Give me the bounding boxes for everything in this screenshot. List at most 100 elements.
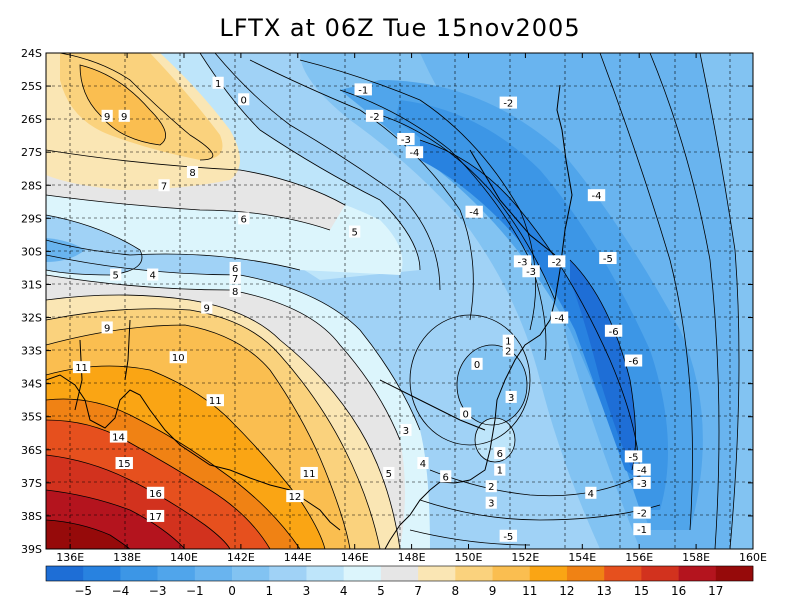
contour-label-bg — [499, 96, 518, 109]
contour-label-bg — [633, 523, 651, 536]
contour-label: -4 — [592, 191, 602, 202]
x-tick-label: 152E — [511, 551, 539, 564]
contour-label-bg — [502, 344, 514, 357]
colorbar-swatch — [418, 566, 456, 581]
colorbar-swatch — [566, 566, 605, 581]
x-tick-label: 158E — [682, 551, 710, 564]
y-tick-label: 39S — [21, 543, 42, 556]
y-tick-label: 25S — [21, 80, 42, 93]
colorbar-label: 13 — [597, 584, 612, 598]
colorbar-label: −5 — [74, 584, 92, 598]
contour-label-bg — [201, 301, 213, 314]
contour-label-bg — [238, 93, 250, 106]
y-tick-label: 28S — [21, 179, 42, 192]
contour-label: -3 — [637, 479, 647, 490]
contour-label-bg — [115, 457, 133, 470]
contour-label-bg — [72, 361, 91, 374]
contour-label: 10 — [172, 353, 185, 364]
colorbar-swatch — [492, 566, 531, 581]
contour-lines — [46, 53, 740, 549]
contour-label-bg — [485, 480, 497, 493]
colorbar-label: 3 — [303, 584, 311, 598]
contour-label: -1 — [637, 525, 647, 536]
colorbar-label: 4 — [340, 584, 348, 598]
contour-label-bg — [101, 109, 113, 122]
colorbar-label: 0 — [228, 584, 236, 598]
contour-label-bg — [186, 166, 199, 179]
contour-label-bg — [146, 486, 165, 499]
y-tick-label: 29S — [21, 212, 42, 225]
contour-label: -6 — [609, 327, 619, 338]
contour-label-bg — [212, 76, 224, 89]
contour-label: 6 — [497, 449, 503, 460]
contour-label-bg — [587, 189, 606, 202]
contour-label: -5 — [603, 254, 613, 265]
contour-label-bg — [110, 268, 122, 281]
contour-label-bg — [400, 423, 412, 436]
colorbar-swatch — [232, 566, 270, 581]
contour-label-bg — [604, 324, 623, 337]
contour-label-bg — [465, 205, 483, 218]
contour-label-bg — [633, 476, 651, 489]
contour-label-bg — [522, 265, 540, 278]
contour-label: -2 — [370, 112, 380, 123]
colorbar-label: 15 — [634, 584, 649, 598]
contour-label-bg — [550, 311, 569, 324]
plot-frame — [45, 52, 754, 550]
y-tick-label: 33S — [21, 345, 42, 358]
contour-label-bg — [513, 255, 532, 268]
contour-label: 4 — [420, 459, 426, 470]
contour-label-bg — [169, 351, 187, 364]
contour-label: -2 — [503, 99, 513, 110]
contour-label-bg — [118, 109, 130, 122]
contour-label: -4 — [555, 314, 565, 325]
contour-label-bg — [300, 466, 318, 479]
colorbar-label: 12 — [559, 584, 574, 598]
contour-label: -2 — [637, 509, 647, 520]
colorbar-label: 7 — [414, 584, 422, 598]
contour-label: -4 — [469, 208, 479, 219]
colorbar-label: 16 — [671, 584, 686, 598]
contour-label: 2 — [488, 482, 494, 493]
contour-label-bg — [624, 450, 643, 463]
contour-label: -4 — [409, 148, 419, 159]
contour-label: 15 — [118, 459, 131, 470]
x-tick-label: 136E — [56, 551, 84, 564]
contour-label: 2 — [505, 347, 511, 358]
colorbar-swatch — [678, 566, 717, 581]
y-tick-label: 34S — [21, 378, 42, 391]
colorbar-label: 1 — [265, 584, 273, 598]
contour-label-bg — [633, 506, 651, 519]
contour-label-bg — [238, 212, 250, 225]
contour-label-bg — [206, 394, 224, 407]
axes: 136E 138E 140E 142E 144E 146E 148E 150E 152E 154E… — [21, 47, 767, 564]
contour-label-bg — [397, 132, 415, 145]
colorbar-label: 8 — [451, 584, 459, 598]
contour-label: 8 — [232, 287, 238, 298]
contour-label: -4 — [637, 466, 647, 477]
colorbar: −5 −4 −3 −1 0 1 3 4 5 7 8 9 11 12 13 15 16 17 — [45, 565, 754, 598]
colorbar-swatch — [604, 566, 642, 581]
contour-label: -3 — [401, 135, 411, 146]
contour-label: 3 — [508, 393, 514, 404]
contour-label-bg — [505, 390, 517, 403]
colorbar-label: −3 — [149, 584, 167, 598]
contour-label: 8 — [189, 168, 195, 179]
colorbar-swatch — [157, 566, 196, 581]
contour-label-bg — [365, 109, 384, 122]
y-tick-label: 27S — [21, 146, 42, 159]
x-tick-label: 144E — [284, 551, 312, 564]
colorbar-swatch — [641, 566, 679, 581]
map-title: LFTX at 06Z Tue 15nov2005 — [219, 14, 581, 42]
contour-label-bg — [354, 83, 372, 96]
contour-label: 11 — [303, 469, 316, 480]
y-tick-label: 35S — [21, 411, 42, 424]
y-tick-label: 32S — [21, 312, 42, 325]
x-tick-label: 160E — [739, 551, 767, 564]
contour-label: 7 — [161, 181, 167, 192]
contour-label-bg — [599, 252, 617, 265]
contour-label: -3 — [518, 257, 528, 268]
contour-label-bg — [624, 354, 643, 367]
x-tick-label: 142E — [227, 551, 255, 564]
